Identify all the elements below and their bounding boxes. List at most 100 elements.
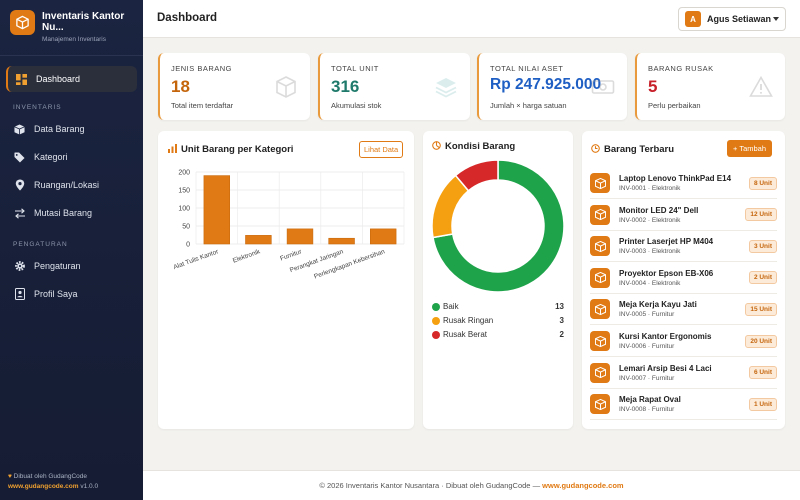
stat-sub: Jumlah × harga satuan bbox=[490, 101, 567, 110]
item-name: Proyektor Epson EB-X06 bbox=[619, 268, 714, 278]
x-tick-label: Elektronik bbox=[232, 248, 262, 265]
item-code: INV-0002 · Elektronik bbox=[619, 216, 681, 224]
list-item[interactable]: Laptop Lenovo ThinkPad E14 INV-0001 · Ele… bbox=[590, 168, 777, 199]
item-name: Laptop Lenovo ThinkPad E14 bbox=[619, 174, 732, 183]
sidebar-item-label: Data Barang bbox=[34, 124, 85, 134]
item-name: Meja Rapat Oval bbox=[619, 395, 681, 405]
bar-chart-title: Unit Barang per Kategori bbox=[181, 144, 294, 155]
stat-label: BARANG RUSAK bbox=[648, 64, 714, 73]
legend-label: Rusak Berat bbox=[443, 330, 488, 339]
app-subtitle: Manajemen Inventaris bbox=[42, 36, 106, 43]
sidebar-item-ruangan-lokasi[interactable]: Ruangan/Lokasi bbox=[6, 172, 137, 198]
stat-sub: Akumulasi stok bbox=[331, 101, 382, 110]
sidebar-item-pengaturan[interactable]: Pengaturan bbox=[6, 253, 137, 279]
list-item[interactable]: Monitor LED 24" Dell INV-0002 · Elektroni… bbox=[590, 200, 777, 231]
bar[interactable] bbox=[370, 228, 397, 245]
stat-label: TOTAL NILAI ASET bbox=[490, 64, 564, 73]
bar[interactable] bbox=[286, 228, 314, 245]
bar[interactable] bbox=[203, 175, 230, 245]
box-icon bbox=[590, 299, 610, 320]
sidebar-footer-link[interactable]: www.gudangcode.com bbox=[8, 483, 79, 490]
user-menu-button[interactable]: A Agus Setiawan bbox=[678, 7, 786, 31]
list-item[interactable]: Kursi Kantor Ergonomis INV-0006 · Furnitu… bbox=[590, 326, 777, 357]
sidebar: Inventaris Kantor Nu... Manajemen Invent… bbox=[0, 0, 143, 500]
box-icon bbox=[590, 267, 610, 288]
list-item[interactable]: Meja Kerja Kayu Jati INV-0005 · Furnitur 1… bbox=[590, 294, 777, 326]
stat-sub: Perlu perbaikan bbox=[648, 101, 701, 110]
tambah-button[interactable]: + Tambah bbox=[727, 140, 773, 157]
legend-item-rusak-berat: Rusak Berat 2 bbox=[432, 330, 564, 339]
sidebar-item-profil-saya[interactable]: Profil Saya bbox=[6, 281, 137, 307]
layers-icon bbox=[435, 78, 457, 98]
pie-chart-icon bbox=[432, 141, 441, 150]
sidebar-credit: Dibuat oleh GudangCode bbox=[13, 473, 88, 480]
caret-down-icon bbox=[773, 17, 779, 21]
item-code: INV-0004 · Elektronik bbox=[619, 279, 681, 287]
warning-icon bbox=[749, 75, 773, 97]
item-code: INV-0001 · Elektronik bbox=[619, 185, 681, 192]
donut-chart bbox=[431, 159, 565, 293]
sidebar-item-data-barang[interactable]: Data Barang bbox=[6, 116, 137, 142]
recent-items-title: Barang Terbaru bbox=[604, 144, 675, 155]
stat-card-total-nilai-aset: TOTAL NILAI ASET Rp 247.925.000 Jumlah ×… bbox=[477, 53, 627, 120]
item-name: Monitor LED 24" Dell bbox=[619, 205, 699, 215]
y-tick-label: 200 bbox=[178, 170, 190, 177]
sidebar-item-kategori[interactable]: Kategori bbox=[6, 144, 137, 170]
brand[interactable]: Inventaris Kantor Nu... Manajemen Invent… bbox=[0, 0, 143, 52]
qty-badge: 20 Unit bbox=[745, 334, 777, 348]
legend-item-rusak-ringan: Rusak Ringan 3 bbox=[432, 316, 564, 325]
item-code: INV-0006 · Furnitur bbox=[619, 343, 675, 350]
topbar: Dashboard A Agus Setiawan bbox=[143, 0, 800, 38]
qty-badge: 3 Unit bbox=[748, 239, 777, 253]
donut-chart-card: Kondisi Barang Baik 13 Rusak Ringan 3 Ru… bbox=[423, 131, 573, 429]
sidebar-item-label: Kategori bbox=[34, 152, 68, 162]
box-icon bbox=[590, 362, 610, 383]
page-title: Dashboard bbox=[157, 12, 218, 24]
y-tick-label: 0 bbox=[186, 242, 190, 249]
box-icon bbox=[590, 236, 610, 257]
legend-swatch bbox=[432, 330, 440, 339]
stat-value: 5 bbox=[648, 77, 658, 96]
legend-swatch bbox=[432, 316, 440, 325]
item-code: INV-0003 · Elektronik bbox=[619, 248, 681, 256]
item-code: INV-0008 · Furnitur bbox=[619, 406, 675, 414]
lihat-data-button[interactable]: Lihat Data bbox=[359, 141, 404, 158]
list-item[interactable]: Meja Rapat Oval INV-0008 · Furnitur 1 Unit bbox=[590, 389, 777, 421]
stat-card-jenis-barang: JENIS BARANG 18 Total item terdaftar bbox=[158, 53, 310, 120]
bar-chart: 0 50 100 150 200 Alat Tulis Kantor Elektronik F… bbox=[173, 170, 405, 280]
donut-slice[interactable] bbox=[454, 159, 499, 192]
list-item[interactable]: Lemari Arsip Besi 4 Laci INV-0007 · Furni… bbox=[590, 358, 777, 389]
item-code: INV-0005 · Furnitur bbox=[619, 311, 675, 319]
gear-icon bbox=[13, 260, 26, 273]
legend-count: 2 bbox=[559, 330, 564, 339]
bar[interactable] bbox=[328, 237, 355, 245]
stat-card-barang-rusak: BARANG RUSAK 5 Perlu perbaikan bbox=[635, 53, 785, 120]
version-label: v1.0.0 bbox=[80, 483, 99, 490]
sidebar-item-dashboard[interactable]: Dashboard bbox=[6, 66, 137, 92]
recent-items-card: Barang Terbaru + Tambah Laptop Lenovo Th… bbox=[582, 131, 785, 429]
list-item[interactable]: Printer Laserjet HP M404 INV-0003 · Elekt… bbox=[590, 231, 777, 263]
x-tick-label: Furnitur bbox=[279, 248, 303, 263]
location-pin-icon bbox=[13, 179, 26, 192]
donut-slice[interactable] bbox=[432, 159, 565, 293]
sidebar-item-mutasi-barang[interactable]: Mutasi Barang bbox=[6, 200, 137, 226]
stat-label: TOTAL UNIT bbox=[331, 64, 379, 73]
box-icon bbox=[590, 394, 610, 415]
y-tick-label: 100 bbox=[178, 206, 190, 213]
sidebar-item-label: Pengaturan bbox=[34, 261, 81, 271]
bar[interactable] bbox=[245, 235, 272, 245]
qty-badge: 2 Unit bbox=[748, 271, 777, 285]
legend-swatch bbox=[432, 302, 440, 311]
box-icon bbox=[13, 123, 26, 136]
app-title: Inventaris Kantor Nu... bbox=[42, 11, 125, 33]
y-tick-label: 50 bbox=[182, 224, 190, 231]
bar-chart-icon bbox=[168, 144, 177, 153]
heart-icon: ♥ bbox=[8, 473, 12, 480]
qty-badge: 12 Unit bbox=[745, 208, 777, 222]
list-item[interactable]: Proyektor Epson EB-X06 INV-0004 · Elektro… bbox=[590, 263, 777, 294]
bar-chart-card: Unit Barang per Kategori Lihat Data 0 50 1… bbox=[158, 131, 414, 429]
legend-count: 3 bbox=[559, 316, 564, 325]
footer-link[interactable]: www.gudangcode.com bbox=[542, 481, 624, 490]
legend-label: Rusak Ringan bbox=[443, 316, 494, 325]
tag-icon bbox=[13, 151, 26, 164]
